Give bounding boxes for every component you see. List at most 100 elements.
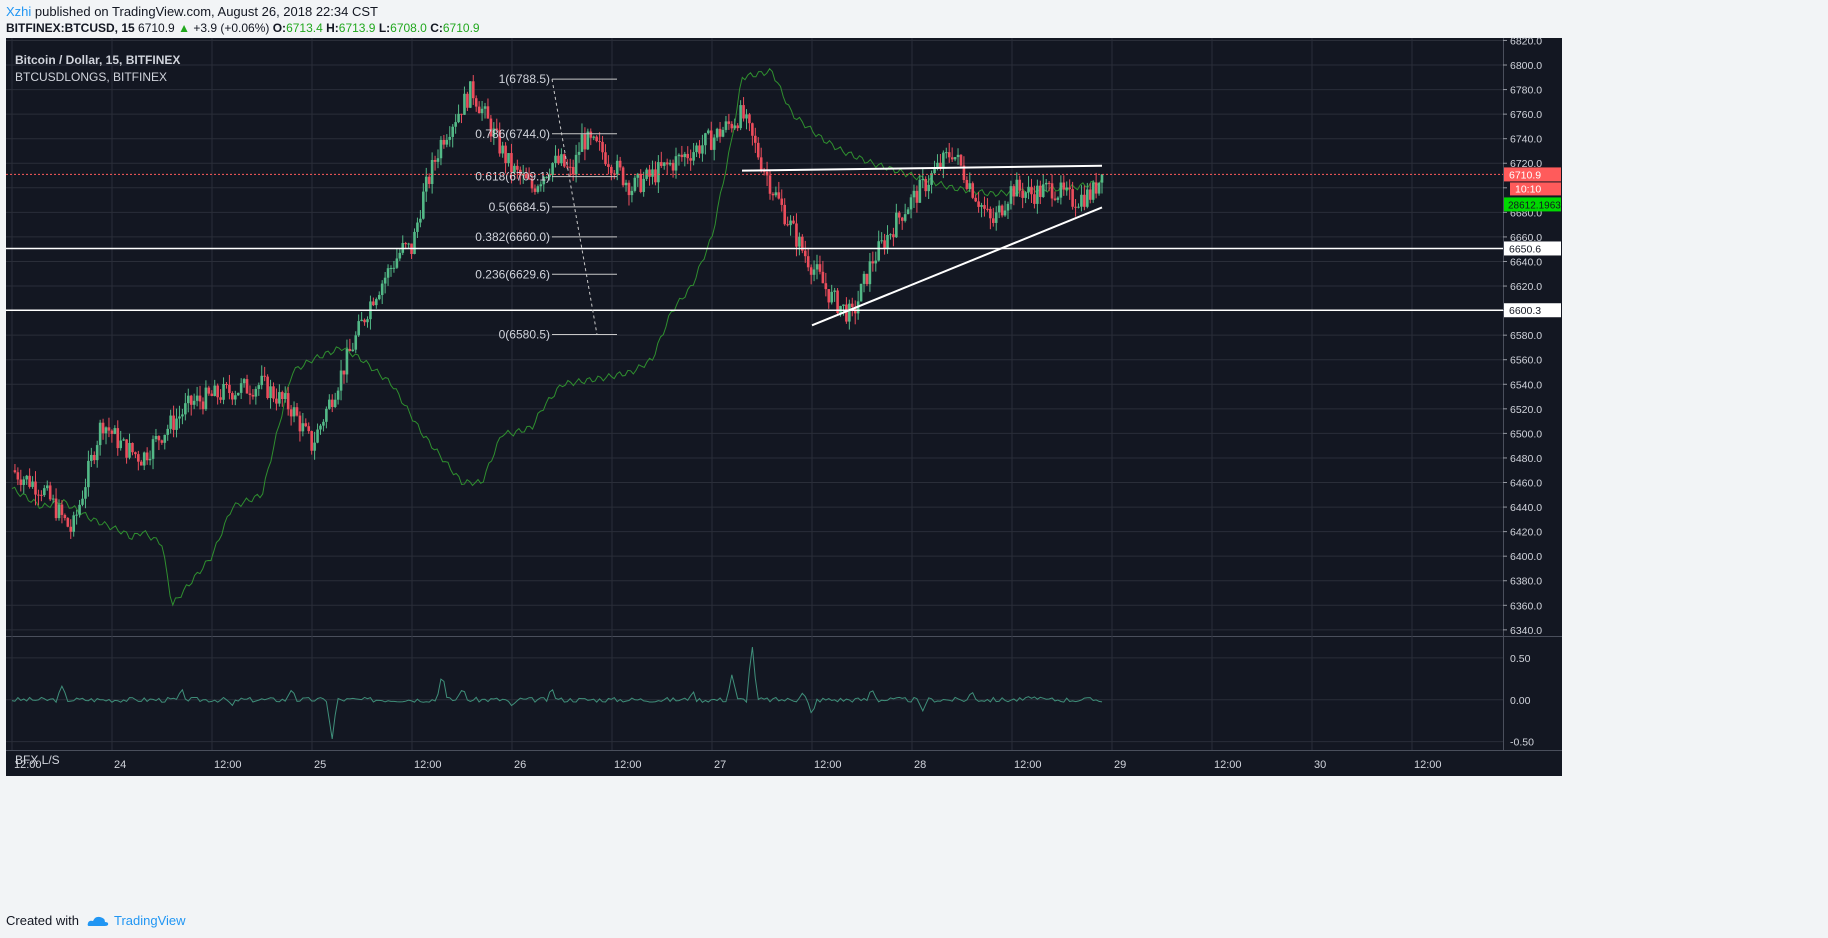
candle-body [815,264,819,270]
candle-body [542,176,546,185]
candle-body [900,217,904,221]
x-tick-label: 12:00 [814,759,842,771]
main-pane [6,38,1503,636]
candle-body [81,498,84,505]
candle-body [624,182,628,186]
candle-body [592,136,596,138]
x-tick-label: 26 [514,759,526,771]
tradingview-link[interactable]: TradingView [87,913,186,928]
candle-body [695,145,698,153]
candle-body [936,162,939,169]
candle-body [363,319,366,323]
trendline-support [811,206,1103,327]
candle-body [751,123,754,136]
candle-body [454,122,457,127]
candle-body [571,166,575,175]
candle-body [1080,194,1083,207]
last-price: 6710.9 [138,21,175,35]
candle-body [101,422,105,434]
high-label: H: [326,21,339,35]
candle-body [574,154,578,175]
candle-body [1077,206,1080,208]
candle-body [239,383,243,393]
candle-body [510,153,513,173]
candle-body [724,121,728,130]
candle-body [806,256,810,268]
y-tick-label: 6800.0 [1510,60,1542,72]
candle-body [257,385,261,389]
candle-body [668,162,672,165]
x-tick-label: 12:00 [14,759,42,771]
candle-body [662,162,666,166]
candle-body [1033,194,1036,204]
candle-body [1006,203,1010,211]
candle-body [360,319,363,322]
candle-body [389,267,393,269]
candle-body [148,458,152,461]
candle-body [457,113,460,123]
countdown-label: 10:10 [1515,183,1541,195]
candle-body [348,348,352,352]
candle-body [568,166,572,168]
candle-body [983,205,986,209]
x-tick-label: 12:00 [1214,759,1242,771]
fib-level-label: 0.5(6684.5) [489,200,550,214]
fib-level-label: 1(6788.5) [499,72,550,86]
candle-body [307,426,311,432]
trendline-resistance [741,164,1103,172]
candle-body [248,393,252,395]
candle-body [451,126,455,137]
candle-body [380,283,384,296]
candle-body [175,418,178,430]
candle-body [771,193,775,196]
open-value: 6713.4 [286,21,323,35]
y-tick-label: 6380.0 [1510,576,1542,588]
candle-body [483,106,487,109]
candle-body [289,409,293,417]
candle-body [336,390,340,400]
candle-body [416,222,419,232]
x-tick-label: 12:00 [1014,759,1042,771]
y-tick-label: 6400.0 [1510,551,1542,563]
candle-body [689,158,692,161]
candle-body [413,231,416,254]
y-tick-label: 6780.0 [1510,85,1542,97]
bfx-ls-line [11,647,1103,739]
candle-body [642,178,645,192]
candle-body [730,123,734,129]
candle-body [921,178,925,180]
candle-body [1047,182,1051,184]
candle-body [351,349,355,352]
candle-body [280,392,284,400]
candle-body [78,504,81,515]
candle-body [228,384,231,394]
publish-info: Xzhi published on TradingView.com, Augus… [6,4,378,19]
candle-body [142,452,146,466]
candle-body [489,118,493,137]
candle-body [1024,192,1027,198]
candle-body [219,397,222,400]
fib-level-label: 0.786(6744.0) [475,127,550,141]
x-tick-label: 28 [914,759,926,771]
candle-body [833,290,836,292]
candle-body [680,154,684,158]
candle-body [333,399,337,408]
author-link[interactable]: Xzhi [6,4,32,19]
candle-body [839,305,842,313]
candle-body [950,157,954,160]
candle-body [404,243,407,245]
y-tick-label: 0.00 [1510,695,1531,707]
candle-body [216,385,219,398]
candle-body [671,162,675,171]
candle-body [254,388,258,397]
candle-body [601,141,604,153]
candle-body [848,303,851,322]
candle-body [627,182,631,196]
candle-body [319,425,322,430]
y-tick-label: 6440.0 [1510,502,1542,514]
candle-body [607,164,610,167]
y-tick-label: 6720.0 [1510,158,1542,170]
candle-body [648,169,651,177]
candle-body [977,201,980,207]
